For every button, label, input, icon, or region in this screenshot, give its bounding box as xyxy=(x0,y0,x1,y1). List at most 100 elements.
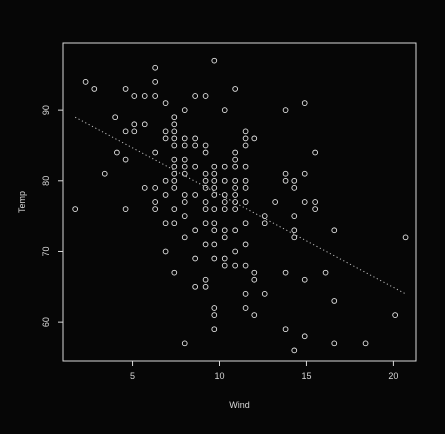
data-point xyxy=(301,199,308,205)
data-point xyxy=(192,192,199,198)
x-axis-title: Wind xyxy=(229,400,250,410)
data-point xyxy=(202,199,209,205)
data-point xyxy=(242,262,249,269)
x-tick-label: 15 xyxy=(301,371,311,381)
data-point xyxy=(192,93,199,99)
data-point xyxy=(152,93,159,99)
data-point xyxy=(211,312,218,318)
data-point xyxy=(171,114,178,121)
data-point xyxy=(162,135,169,142)
data-point xyxy=(251,312,258,318)
data-point xyxy=(181,199,188,205)
data-point xyxy=(291,234,298,241)
data-point xyxy=(232,185,239,191)
data-point xyxy=(221,206,228,212)
data-point xyxy=(131,121,138,128)
data-point xyxy=(362,340,369,347)
data-point xyxy=(122,86,129,92)
data-point xyxy=(242,199,249,205)
data-point xyxy=(162,220,169,227)
data-point xyxy=(331,227,338,234)
data-point xyxy=(301,170,308,177)
data-point xyxy=(181,163,188,170)
data-point xyxy=(181,135,188,142)
data-point xyxy=(301,100,308,106)
data-point xyxy=(221,227,228,234)
plot-frame xyxy=(62,42,417,362)
data-point xyxy=(152,79,159,85)
data-point xyxy=(202,241,209,248)
data-point xyxy=(232,177,239,184)
data-point xyxy=(301,333,308,340)
data-point xyxy=(312,199,318,205)
data-point xyxy=(91,86,98,92)
data-point xyxy=(162,100,169,106)
data-point xyxy=(181,213,188,219)
data-point xyxy=(181,142,188,149)
y-tick-label: 90 xyxy=(41,105,51,115)
data-point xyxy=(162,177,169,184)
data-point xyxy=(282,269,289,276)
data-point xyxy=(171,128,178,135)
data-point xyxy=(171,185,178,191)
data-point xyxy=(261,213,268,219)
data-point xyxy=(251,276,258,283)
data-point xyxy=(291,185,298,191)
data-point xyxy=(221,192,228,198)
data-point xyxy=(114,149,120,156)
data-point xyxy=(211,57,218,64)
data-point xyxy=(141,121,148,128)
data-point xyxy=(152,64,159,71)
y-tick-label: 70 xyxy=(41,246,51,256)
data-point xyxy=(131,93,138,99)
data-point xyxy=(232,248,239,255)
data-point xyxy=(242,241,249,248)
data-point xyxy=(192,135,199,142)
data-point xyxy=(242,135,249,142)
data-point xyxy=(202,170,209,177)
data-point xyxy=(101,170,108,177)
data-point xyxy=(152,149,159,156)
data-point xyxy=(171,220,178,227)
data-point xyxy=(312,149,318,156)
data-point xyxy=(402,234,409,241)
data-point xyxy=(392,312,398,318)
data-point xyxy=(152,206,159,212)
trend-line xyxy=(74,116,406,295)
data-point xyxy=(221,255,228,262)
data-point xyxy=(192,227,199,234)
data-point xyxy=(211,326,218,333)
y-axis-title: Temp xyxy=(17,191,27,213)
axis-layer: 5 10 15 20 60 70 80 90 Wind Temp xyxy=(17,42,417,410)
y-tick-label: 60 xyxy=(41,317,51,327)
data-point xyxy=(232,192,239,198)
data-point xyxy=(251,269,258,276)
data-point xyxy=(181,192,188,198)
data-point xyxy=(72,206,79,212)
data-point xyxy=(211,185,218,191)
data-point xyxy=(291,177,298,184)
data-point xyxy=(282,170,289,177)
data-point xyxy=(181,170,188,177)
data-point xyxy=(162,128,169,135)
data-point xyxy=(211,177,218,184)
data-point xyxy=(221,199,228,205)
data-point xyxy=(232,149,239,156)
data-point xyxy=(211,192,218,198)
data-point xyxy=(112,114,119,121)
data-point xyxy=(322,269,329,276)
data-point xyxy=(131,128,138,135)
data-point xyxy=(141,185,148,191)
data-point xyxy=(211,255,218,262)
data-point xyxy=(171,177,178,184)
data-point xyxy=(192,255,199,262)
data-point xyxy=(232,163,239,170)
data-point xyxy=(232,156,239,163)
data-point xyxy=(162,192,169,198)
data-point xyxy=(221,163,228,170)
data-point xyxy=(221,234,228,241)
data-point xyxy=(152,185,159,191)
data-point xyxy=(181,107,188,113)
